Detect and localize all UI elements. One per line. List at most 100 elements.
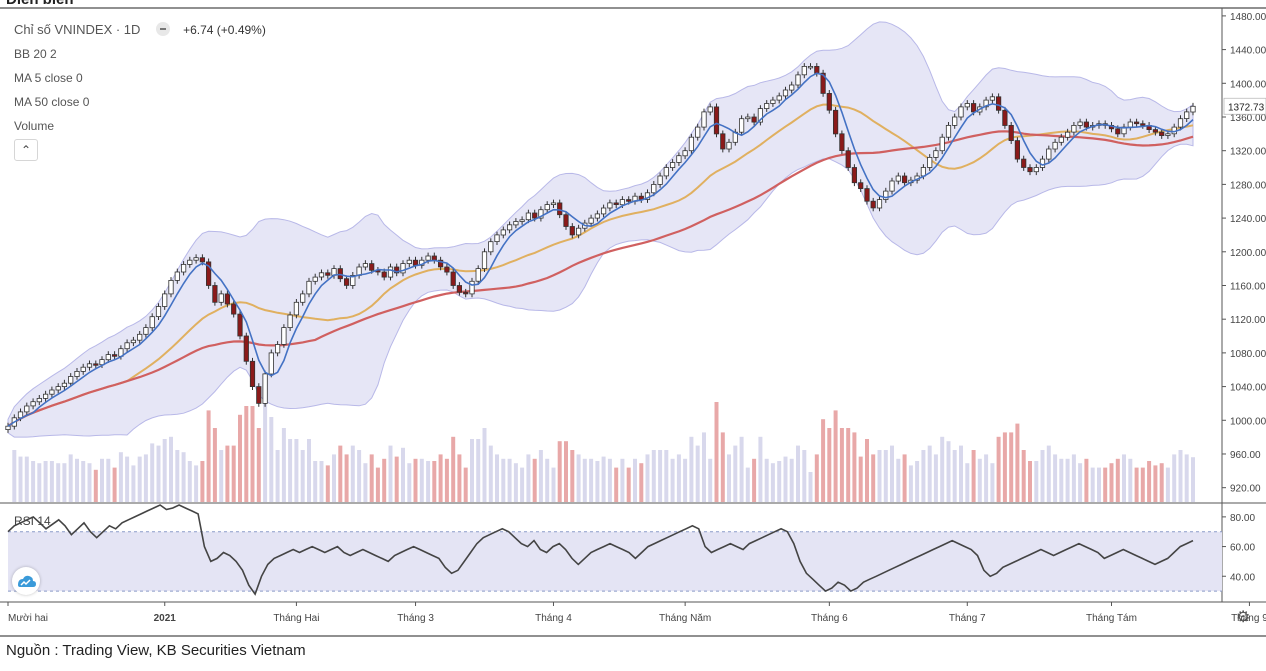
rsi-tick-label: 60.00 <box>1230 543 1255 554</box>
volume-bar <box>106 458 111 502</box>
time-tick-label: Mười hai <box>8 613 48 624</box>
volume-bar <box>150 443 155 502</box>
volume-bar <box>513 463 518 502</box>
candle-body <box>1014 140 1021 160</box>
volume-bar <box>902 454 907 502</box>
legend-symbol-row: Chỉ số VNINDEX · 1D +6.74 (+0.49%) <box>14 22 266 37</box>
volume-bar <box>1122 454 1126 502</box>
legend-volume[interactable]: Volume <box>14 119 55 133</box>
candle-body <box>456 285 463 293</box>
candle-body <box>80 366 86 372</box>
candle-body <box>607 202 613 209</box>
candle-body <box>5 425 11 431</box>
price-tick-label: 1240.00 <box>1230 214 1266 225</box>
volume-bar <box>984 454 989 502</box>
candle-body <box>927 156 933 168</box>
volume-bar <box>1153 465 1158 502</box>
volume-bar <box>1028 461 1032 502</box>
candle-body <box>613 202 619 205</box>
candle-body <box>475 268 481 282</box>
volume-bar <box>990 463 995 502</box>
candle-body <box>488 241 494 253</box>
candle-body <box>168 279 174 295</box>
volume-bar <box>194 465 199 502</box>
volume-bar <box>388 445 393 502</box>
legend-ma50[interactable]: MA 50 close 0 <box>14 95 90 109</box>
volume-bar <box>288 439 293 502</box>
candle-body <box>1052 141 1058 150</box>
volume-bar <box>419 458 424 502</box>
volume-bar <box>382 458 387 502</box>
candle-body <box>751 116 757 123</box>
volume-bar <box>1178 450 1183 502</box>
volume-bar <box>307 439 311 502</box>
candle-body <box>839 133 845 152</box>
volume-bar <box>137 456 142 502</box>
candle-body <box>663 167 669 177</box>
candle-body <box>412 259 419 266</box>
volume-bar <box>526 454 531 502</box>
candle-body <box>707 106 713 113</box>
volume-bar <box>125 456 130 502</box>
volume-bar <box>720 432 725 502</box>
candle-body <box>1021 158 1027 168</box>
volume-bar <box>43 461 48 502</box>
candle-body <box>218 293 224 303</box>
candle-body <box>713 106 720 135</box>
volume-bar <box>1191 457 1195 502</box>
candle-body <box>394 266 400 274</box>
candle-body <box>130 339 136 344</box>
candle-body <box>1115 128 1121 135</box>
minus-icon[interactable] <box>155 22 170 36</box>
volume-bar <box>1078 463 1083 502</box>
candle-body <box>989 96 996 101</box>
legend-ma5[interactable]: MA 5 close 0 <box>14 71 83 85</box>
volume-bar <box>357 450 362 502</box>
volume-bar <box>118 452 123 502</box>
volume-bar <box>670 458 675 502</box>
candle-body <box>657 175 663 185</box>
volume-bar <box>1172 454 1177 502</box>
candle-body <box>563 214 569 227</box>
candle-body <box>463 291 469 295</box>
candle-body <box>450 271 456 286</box>
candle-body <box>964 103 970 108</box>
volume-bar <box>325 465 330 502</box>
volume-bar <box>143 454 148 502</box>
candle-body <box>306 280 312 295</box>
candle-body <box>845 150 851 168</box>
volume-bar <box>463 467 468 502</box>
volume-bar <box>206 410 211 502</box>
volume-bar <box>1097 467 1101 502</box>
rsi-label[interactable]: RSI 14 <box>14 514 51 528</box>
volume-bar <box>1147 461 1152 502</box>
price-tick-label: 1040.00 <box>1230 383 1266 394</box>
volume-bar <box>100 458 104 502</box>
candle-body <box>701 111 707 128</box>
volume-bar <box>940 436 945 502</box>
candle-body <box>889 180 895 192</box>
candle-body <box>1165 133 1171 136</box>
price-tick-label: 1320.00 <box>1230 147 1266 158</box>
candle-body <box>105 354 111 361</box>
candle-body <box>256 386 262 404</box>
candle-body <box>807 66 814 69</box>
volume-bar <box>827 428 832 502</box>
time-tick-label: Tháng 3 <box>397 613 434 624</box>
volume-bar <box>269 417 274 502</box>
price-tick-label: 1000.00 <box>1230 416 1266 427</box>
volume-bar <box>883 450 888 502</box>
candle-body <box>362 263 369 268</box>
volume-bar <box>507 458 512 502</box>
tradingview-logo-icon[interactable] <box>12 567 40 595</box>
candle-body <box>739 118 745 133</box>
settings-gear-icon[interactable]: ⚙ <box>1236 609 1251 626</box>
volume-bar <box>482 428 487 502</box>
legend-bb[interactable]: BB 20 2 <box>14 47 57 61</box>
volume-bar <box>501 458 506 502</box>
collapse-legend-button[interactable]: ⌃ <box>14 139 38 161</box>
ma50-line <box>7 130 1194 428</box>
volume-bar <box>162 439 167 502</box>
